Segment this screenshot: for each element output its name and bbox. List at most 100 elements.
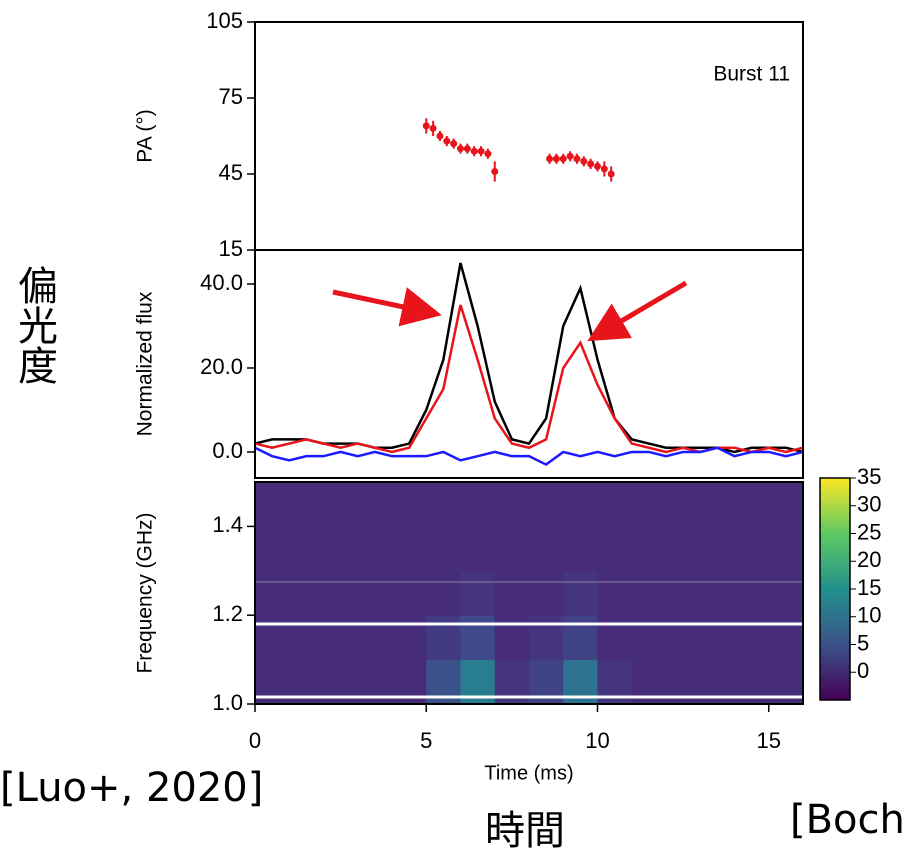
- heatmap-cell: [768, 570, 804, 616]
- heatmap-cell: [700, 482, 735, 527]
- heatmap-cell: [597, 570, 633, 616]
- arrow: [332, 287, 442, 327]
- colorbar-tick-label: 15: [857, 575, 881, 600]
- colorbar-tick-label: 25: [857, 519, 881, 544]
- x-tick-label: 10: [585, 728, 609, 753]
- heatmap-cell: [529, 526, 564, 572]
- colorbar-tick-label: 20: [857, 547, 881, 572]
- heatmap-cell: [426, 482, 461, 527]
- heatmap-cell: [289, 526, 324, 572]
- heatmap-cell: [700, 526, 735, 572]
- heatmap-cell: [631, 482, 667, 527]
- left-note: 偏光度: [11, 265, 57, 385]
- heatmap-cell: [494, 570, 530, 616]
- heatmap-cell: [460, 526, 496, 572]
- point: [587, 160, 595, 168]
- x-tick-label: 5: [420, 728, 432, 753]
- colorbar-tick-label: 0: [857, 658, 869, 683]
- heatmap-cell: [460, 615, 496, 661]
- heatmap-cell: [392, 615, 427, 661]
- heatmap-cell: [426, 570, 461, 616]
- heatmap-cell: [357, 482, 393, 527]
- point: [470, 147, 478, 155]
- colorbar-tick-label: 30: [857, 492, 881, 517]
- point: [422, 122, 430, 130]
- point: [566, 152, 574, 160]
- y-tick-label: 1.2: [212, 601, 243, 626]
- heatmap-cell: [357, 570, 393, 616]
- heatmap-cell: [768, 482, 804, 527]
- heatmap-cell: [700, 570, 735, 616]
- heatmap-cell: [323, 615, 359, 661]
- point: [580, 157, 588, 165]
- heatmap-cell: [323, 526, 359, 572]
- heatmap-cell: [563, 482, 598, 527]
- y-tick-label: 20.0: [200, 354, 243, 379]
- point: [491, 167, 499, 175]
- panel-frame: [254, 249, 804, 479]
- bottom-note: 時間: [485, 808, 565, 854]
- heatmap-cell: [597, 482, 633, 527]
- point: [559, 155, 567, 163]
- heatmap-cell: [563, 570, 598, 616]
- heatmap-cell: [255, 526, 290, 572]
- heatmap-cell: [700, 615, 735, 661]
- heatmap-cell: [255, 482, 290, 527]
- colorbar-tick-label: 35: [857, 464, 881, 489]
- heatmap-cell: [666, 526, 701, 572]
- citation: [Luo+, 2020]: [0, 765, 263, 811]
- point: [600, 165, 608, 173]
- y-tick-label: 15: [219, 236, 243, 261]
- panel-label: Burst 11: [713, 63, 790, 86]
- point: [552, 155, 560, 163]
- point: [450, 140, 458, 148]
- flux-line: [254, 446, 804, 467]
- y-axis-label: Frequency (GHz): [134, 512, 157, 673]
- citation-right: [Boch: [790, 797, 905, 843]
- point: [443, 137, 451, 145]
- point: [594, 162, 601, 170]
- heatmap-cell: [666, 570, 701, 616]
- arrow: [587, 280, 688, 342]
- colorbar-tick-label: 10: [857, 603, 881, 628]
- heatmap-cell: [768, 615, 804, 661]
- flux-line: [254, 304, 804, 454]
- heatmap-cell: [289, 482, 324, 527]
- y-tick-label: 0.0: [212, 438, 243, 463]
- heatmap-cell: [357, 526, 393, 572]
- heatmap-cell: [392, 482, 427, 527]
- point: [573, 155, 581, 163]
- heatmap-cell: [426, 526, 461, 572]
- heatmap-cell: [255, 615, 290, 661]
- heatmap-cell: [631, 615, 667, 661]
- heatmap-cell: [392, 526, 427, 572]
- colorbar: [819, 477, 851, 701]
- heatmap-cell: [734, 615, 770, 661]
- heatmap-cell: [494, 482, 530, 527]
- point: [607, 170, 615, 178]
- heatmap-cell: [255, 570, 290, 616]
- y-tick-label: 1.4: [212, 512, 243, 537]
- heatmap-cell: [666, 482, 701, 527]
- heatmap-cell: [494, 615, 530, 661]
- colorbar-tick-label: 5: [857, 630, 869, 655]
- heatmap-cell: [289, 570, 324, 616]
- heatmap-cell: [494, 526, 530, 572]
- y-tick-label: 105: [206, 8, 243, 33]
- y-axis-label: PA (°): [134, 109, 157, 163]
- heatmap-cell: [460, 482, 496, 527]
- y-axis-label: Normalized flux: [134, 291, 157, 436]
- heatmap-cell: [734, 526, 770, 572]
- panel-frame: [254, 21, 804, 251]
- x-tick-label: 15: [757, 728, 781, 753]
- heatmap-cell: [323, 570, 359, 616]
- point: [436, 132, 444, 140]
- heatmap-cell: [631, 570, 667, 616]
- heatmap-cell: [426, 615, 461, 661]
- heatmap-cell: [734, 570, 770, 616]
- heatmap-cell: [529, 615, 564, 661]
- heatmap-cell: [631, 526, 667, 572]
- point: [429, 124, 437, 132]
- x-axis-label: Time (ms): [484, 762, 573, 784]
